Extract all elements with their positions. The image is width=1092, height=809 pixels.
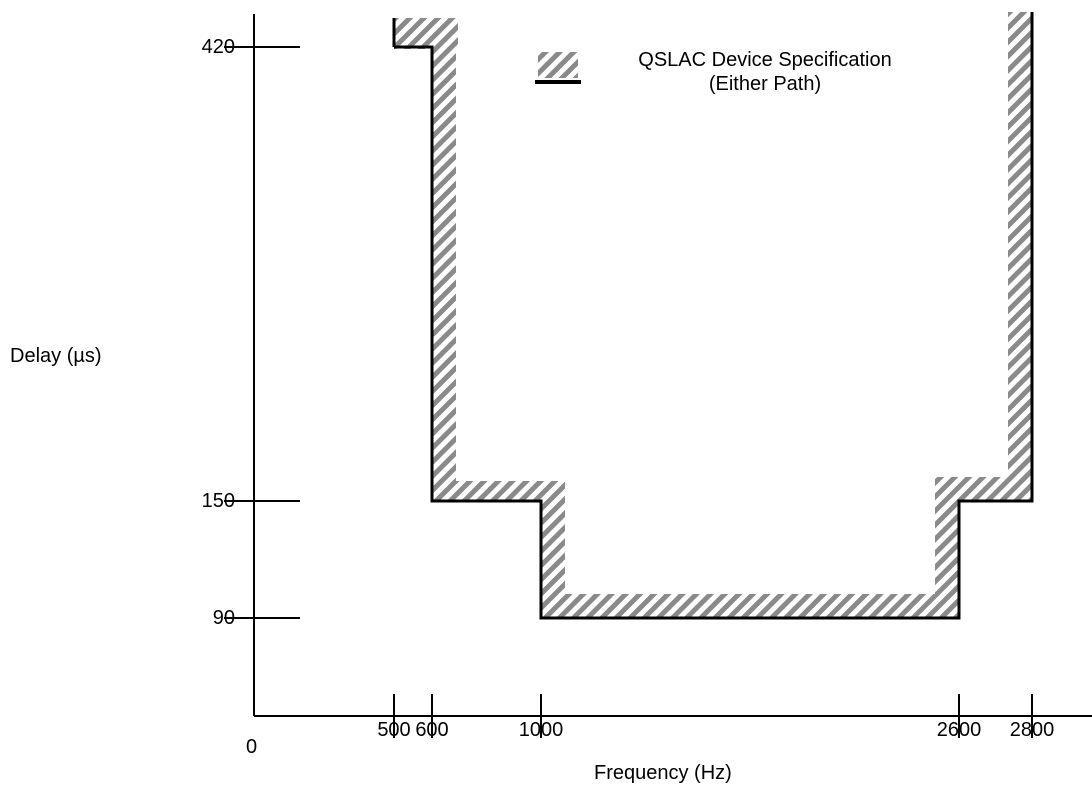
spec-boundary-line: [394, 45, 1034, 620]
x-tick-label-2600: 2600: [936, 719, 982, 741]
x-tick-label-500: 500: [377, 719, 411, 741]
x-tick-label-2800: 2800: [1009, 719, 1055, 741]
spec-band-segment: [432, 18, 456, 501]
spec-band-segment: [1008, 12, 1032, 501]
y-tick-label-420: 420: [201, 36, 235, 58]
legend-label: QSLAC Device Specification (Either Path): [600, 48, 930, 96]
spec-band-segment: [541, 594, 959, 618]
legend-swatch-hatch: [538, 52, 578, 78]
x-tick-label-600: 600: [415, 719, 449, 741]
x-axis-label: Frequency (Hz): [594, 762, 732, 784]
y-axis-label: Delay (µs): [10, 345, 102, 367]
y-tick-label-90: 90: [212, 607, 235, 629]
spec-band-segment: [432, 481, 553, 501]
origin-label: 0: [246, 736, 258, 758]
legend-label-line1: QSLAC Device Specification: [638, 49, 892, 71]
x-tick-label-1000: 1000: [518, 719, 564, 741]
legend-label-line2: (Either Path): [708, 73, 822, 95]
y-tick-label-150: 150: [201, 490, 235, 512]
